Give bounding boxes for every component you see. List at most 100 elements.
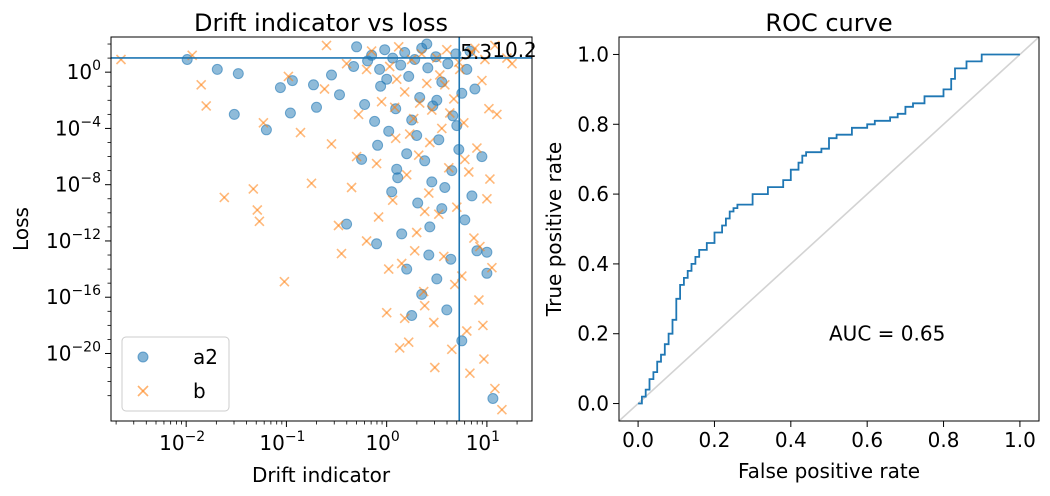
point-a2 xyxy=(359,99,371,110)
point-b xyxy=(399,313,410,324)
point-a2 xyxy=(403,70,415,82)
x-tick-label: 10−2 xyxy=(159,429,205,455)
point-b xyxy=(484,174,495,185)
x-tick-label: 101 xyxy=(466,429,500,455)
point-b xyxy=(319,83,330,95)
loss-threshold-label: 10.2 xyxy=(492,38,537,62)
roc-title: ROC curve xyxy=(765,9,892,37)
point-b xyxy=(439,79,450,90)
point-a2 xyxy=(476,151,488,163)
point-b xyxy=(336,248,347,259)
point-b xyxy=(446,344,457,355)
point-b xyxy=(476,75,487,86)
point-a2 xyxy=(469,83,481,95)
scatter-plot-frame xyxy=(110,36,533,422)
point-b xyxy=(421,78,432,89)
x-tick-label: 100 xyxy=(365,429,399,455)
point-b xyxy=(477,320,488,331)
point-b xyxy=(491,109,502,120)
point-a2 xyxy=(431,94,443,106)
point-b xyxy=(387,195,398,206)
y-tick-label: 10−16 xyxy=(46,283,101,309)
point-a2 xyxy=(391,163,403,175)
point-b xyxy=(393,41,404,52)
point-b xyxy=(438,251,449,262)
roc-x-ticks: 0.0 0.2 0.4 0.6 0.8 1.0 xyxy=(622,421,1036,452)
point-b xyxy=(496,404,507,415)
legend-a2-label: a2 xyxy=(193,345,218,369)
point-b xyxy=(436,123,447,134)
y-tick-label: 10−8 xyxy=(55,171,101,197)
point-a2 xyxy=(395,59,407,71)
drift-threshold-label: 5.3 xyxy=(460,40,492,64)
point-a2 xyxy=(386,186,398,198)
roc-x-tick-label: 0.4 xyxy=(775,428,807,452)
point-b xyxy=(252,204,263,216)
roc-x-tick-label: 1.0 xyxy=(1004,428,1036,452)
y-tick-label: 10−4 xyxy=(55,114,101,140)
point-b xyxy=(458,117,469,128)
point-b xyxy=(403,337,414,348)
point-b xyxy=(419,206,430,217)
point-b xyxy=(426,105,437,116)
roc-x-tick-label: 0.0 xyxy=(622,428,654,452)
x-tick-label: 10−1 xyxy=(259,429,305,455)
point-b xyxy=(473,294,484,306)
point-a2 xyxy=(211,63,223,75)
auc-annotation: AUC = 0.65 xyxy=(829,322,945,346)
point-b xyxy=(433,209,444,220)
point-a2 xyxy=(487,393,499,404)
point-a2 xyxy=(371,238,383,250)
point-a2 xyxy=(466,190,478,202)
point-b xyxy=(115,54,127,65)
point-a2 xyxy=(369,115,381,127)
point-b xyxy=(406,54,417,65)
point-b xyxy=(479,54,490,65)
point-b xyxy=(361,235,372,247)
roc-x-tick-label: 0.6 xyxy=(851,428,883,452)
point-b xyxy=(419,300,430,311)
point-b xyxy=(444,107,455,119)
point-b xyxy=(399,86,410,97)
point-a2 xyxy=(381,73,393,85)
point-b xyxy=(283,71,294,82)
point-b xyxy=(418,286,429,297)
point-b xyxy=(306,178,317,189)
roc-x-label: False positive rate xyxy=(738,459,920,483)
point-b xyxy=(351,151,362,162)
point-a2 xyxy=(374,63,386,75)
point-a2 xyxy=(379,44,391,56)
roc-x-tick-label: 0.2 xyxy=(699,428,731,452)
point-a2 xyxy=(274,82,286,94)
point-a2 xyxy=(311,101,322,113)
point-b xyxy=(373,211,384,223)
point-b xyxy=(201,100,212,111)
point-b xyxy=(353,109,364,120)
point-b xyxy=(361,64,372,75)
point-b xyxy=(391,74,402,85)
point-b xyxy=(390,133,401,144)
point-a2 xyxy=(481,246,493,258)
point-b xyxy=(429,362,440,373)
point-a2 xyxy=(372,139,384,151)
point-b xyxy=(478,354,489,365)
point-b xyxy=(408,113,419,124)
point-b xyxy=(428,317,439,328)
point-a2 xyxy=(284,107,296,119)
point-a2 xyxy=(326,69,337,81)
point-b xyxy=(466,47,477,58)
point-b xyxy=(414,98,425,109)
point-b xyxy=(371,158,382,169)
point-b xyxy=(404,129,415,140)
point-b xyxy=(381,307,392,318)
point-a2 xyxy=(431,273,443,285)
point-a2 xyxy=(461,63,473,75)
roc-y-label: True positive rate xyxy=(542,142,566,317)
scatter-legend: a2 b xyxy=(121,336,230,412)
point-b xyxy=(434,69,445,81)
scatter-title: Drift indicator vs loss xyxy=(194,9,448,37)
point-b xyxy=(401,169,412,180)
y-tick-label: 100 xyxy=(67,58,101,84)
roc-y-tick-label: 0.4 xyxy=(577,252,609,276)
